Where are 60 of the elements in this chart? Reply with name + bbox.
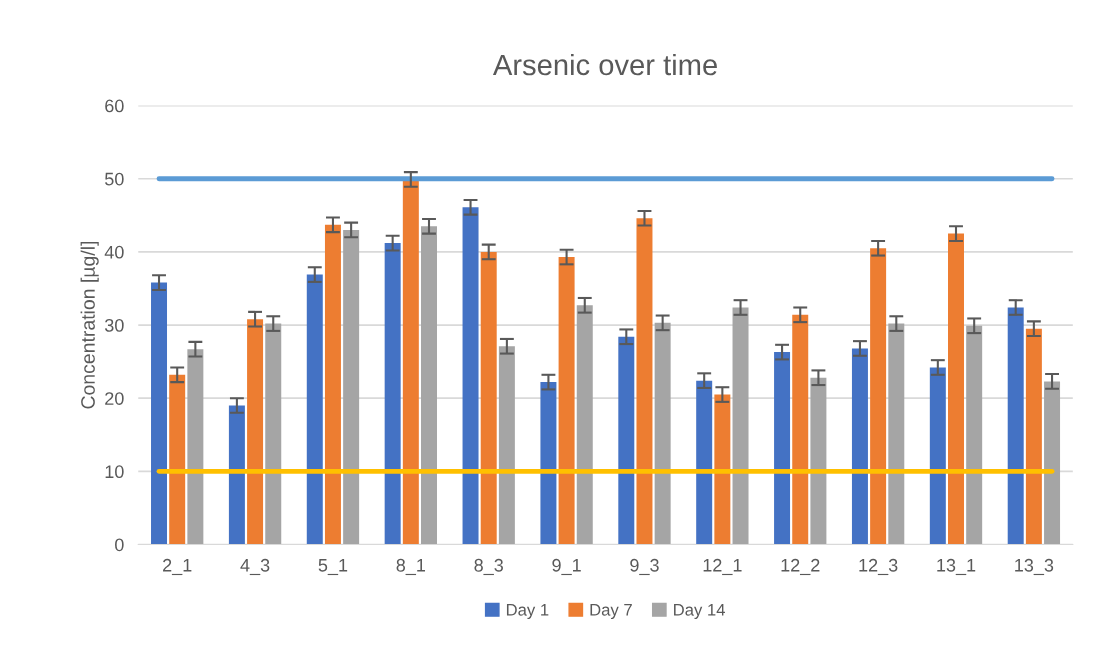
x-tick-label: 13_1 [937, 558, 976, 576]
bar [558, 257, 575, 545]
x-tick-label: 8_1 [396, 558, 426, 576]
x-tick-label: 9_1 [552, 558, 581, 576]
y-tick-label: 50 [105, 172, 124, 186]
bar [343, 229, 360, 545]
bar [402, 179, 419, 545]
bar [618, 336, 635, 545]
y-tick-label: 30 [104, 318, 124, 332]
x-tick-label: 2_1 [163, 558, 192, 576]
bar [870, 248, 887, 545]
bar [696, 380, 713, 545]
chart-title: Arsenic over time [492, 53, 717, 76]
x-tick-label: 5_1 [318, 559, 348, 576]
bar [306, 274, 323, 545]
x-tick-label: 9_3 [630, 558, 659, 576]
bar [228, 405, 245, 545]
bar [324, 224, 341, 545]
bar [851, 348, 868, 545]
bar [774, 352, 791, 545]
bar [384, 243, 401, 545]
y-tick-label: 0 [115, 538, 124, 552]
y-tick-label: 20 [105, 392, 124, 405]
bar [732, 307, 749, 545]
bar [265, 323, 282, 545]
legend-label: Day 14 [674, 604, 725, 620]
x-tick-label: 8_3 [474, 558, 503, 576]
y-tick-label: 10 [105, 465, 124, 479]
bar [654, 322, 671, 545]
bar [929, 367, 946, 545]
bar [576, 305, 593, 545]
x-tick-label: 13_3 [1015, 558, 1054, 576]
bar [888, 323, 905, 545]
x-tick-label: 12_1 [703, 558, 742, 576]
bar [714, 394, 731, 545]
bar [498, 346, 515, 545]
bar [169, 374, 186, 545]
x-tick-label: 12_3 [859, 558, 898, 576]
bar [948, 233, 964, 545]
bar [462, 207, 479, 545]
bar [187, 349, 204, 545]
bar [247, 319, 264, 545]
bar [636, 218, 653, 545]
bar [151, 282, 168, 545]
y-tick-label: 40 [104, 245, 124, 259]
bar [421, 226, 437, 545]
legend-label: Day 7 [590, 604, 632, 620]
bar [1044, 381, 1061, 545]
y-tick-label: 60 [105, 99, 124, 113]
x-tick-label: 12_2 [781, 558, 820, 576]
bar [966, 325, 983, 545]
bar [1025, 328, 1042, 545]
bar [1007, 307, 1024, 545]
x-tick-label: 4_3 [240, 558, 270, 576]
bar [810, 377, 827, 545]
legend-label: Day 1 [506, 604, 549, 620]
bar [792, 314, 809, 545]
bar [480, 251, 497, 545]
bar [540, 382, 557, 545]
y-axis-title: Concentration [µg/l] [80, 241, 99, 409]
